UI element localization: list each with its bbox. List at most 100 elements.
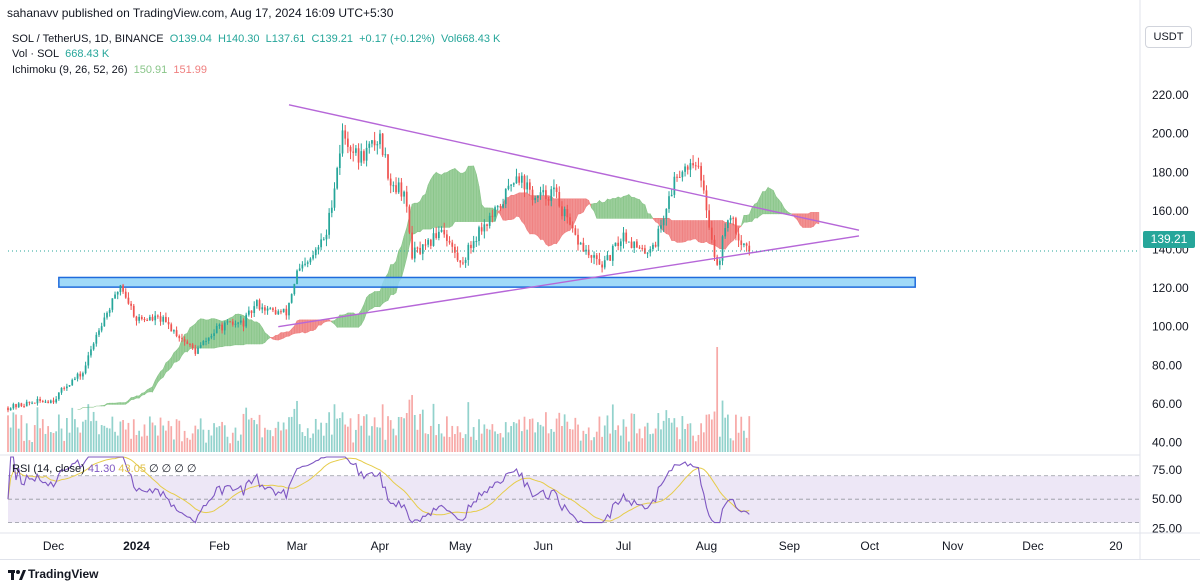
volume-bar [312,433,314,452]
volume-bar [593,437,595,452]
candle-body [146,319,149,321]
symbol-name[interactable]: SOL / TetherUS, 1D, BINANCE [12,33,164,45]
rsi-ma-value: 43.05 [118,463,146,475]
volume-bar [429,425,432,452]
price-tick-label: 80.00 [1152,358,1182,372]
candle-body [352,151,355,153]
volume-bar [234,427,237,452]
high-value: H140.30 [217,33,260,45]
ichimoku-cloud-segment [615,196,619,219]
ichimoku-cloud-segment [612,198,616,219]
footer-brand[interactable]: TradingView [28,567,99,581]
volume-bar [740,416,743,452]
candle-body [210,336,213,338]
ichimoku-label[interactable]: Ichimoku (9, 26, 52, 26) [12,64,128,76]
rsi-label[interactable]: RSI (14, close) [12,463,85,475]
ichimoku-span-a: 150.91 [133,64,168,76]
candle-body [606,255,609,261]
volume-bar [462,438,464,452]
volume-bar [148,416,151,452]
candle-body [253,306,256,314]
volume-bar [338,418,341,452]
candle-body [571,224,574,229]
volume-bar [229,443,231,452]
volume-bar [183,430,186,452]
volume-bar [483,424,486,452]
candle-body [678,176,681,178]
volume-bar [98,434,100,452]
volume-bar [341,412,344,452]
volume-bar [114,431,116,452]
candle-body [130,303,132,306]
volume-bar [221,421,223,452]
volume-bar [170,426,173,452]
support-zone [58,276,916,288]
candle-body [36,399,39,404]
candle-body [84,365,87,374]
volume-bar [213,423,215,452]
volume-bar [395,435,397,452]
volume-bar [264,427,266,452]
candle-body [743,243,745,245]
candle-body [371,140,373,144]
volume-bar [199,418,202,452]
candle-body [124,291,127,298]
candle-body [429,239,432,246]
volume-bar [708,414,711,452]
candle-body [258,300,261,310]
ichimoku-cloud-segment [553,198,557,244]
symbol-legend: SOL / TetherUS, 1D, BINANCE O139.04 H140… [12,33,503,45]
volume-bar [397,416,400,452]
currency-button[interactable]: USDT [1145,26,1192,48]
volume-bar [376,427,379,452]
candle-body [403,191,405,197]
volume-bar [670,422,673,452]
candle-body [360,151,363,163]
volume-bar [678,439,681,452]
candle-body [317,247,320,250]
volume-bar [381,404,384,452]
tradingview-logo-icon[interactable] [8,568,26,582]
ichimoku-cloud-segment [165,360,169,373]
volume-bar [716,347,719,452]
volume-bar [676,427,678,452]
ichimoku-cloud-segment [374,291,378,308]
vol-label[interactable]: Vol · SOL [12,48,60,60]
volume-bar [718,436,721,452]
volume-bar [239,434,242,452]
candle-body [71,379,74,386]
ichimoku-cloud-segment [344,312,349,328]
volume-bar [33,425,36,452]
candle-body [708,210,711,228]
volume-bar [408,399,411,452]
ichimoku-cloud-segment [518,192,523,223]
ichimoku-cloud-segment [253,321,258,345]
candle-body [178,336,181,339]
volume-bar [49,432,52,452]
ichimoku-cloud-segment [682,220,686,243]
volume-bar [20,415,23,452]
candle-body [408,206,411,233]
candle-body [483,224,486,232]
candle-body [274,310,277,315]
ichimoku-cloud-segment [641,202,646,219]
volume-bar [36,407,39,452]
candle-body [603,260,606,268]
volume-bar [494,431,496,452]
candle-body [285,308,288,316]
ichimoku-cloud-segment [625,194,630,219]
candle-body [341,130,344,154]
ichimoku-cloud-segment [743,214,747,223]
candle-body [282,308,285,313]
rsi-tick-label: 75.00 [1152,463,1182,477]
ichimoku-cloud-segment [623,195,627,219]
candle-body [245,314,248,327]
ichimoku-cloud-segment [435,171,440,228]
ichimoku-cloud-segment [235,313,239,346]
candle-body [518,176,521,183]
candle-body [745,243,748,246]
candle-body [507,185,510,189]
ichimoku-cloud-segment [366,293,370,314]
candle-body [515,176,518,184]
